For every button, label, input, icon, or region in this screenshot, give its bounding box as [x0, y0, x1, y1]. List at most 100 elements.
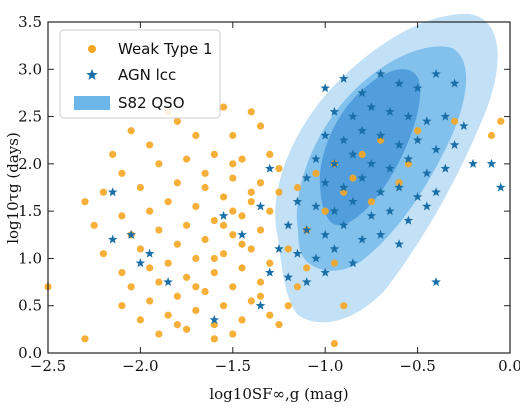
weak-type1-point: [256, 226, 265, 234]
agn-lcc-point: [357, 234, 367, 244]
weak-type1-point: [173, 117, 181, 125]
weak-type1-point: [183, 221, 191, 229]
weak-type1-point: [266, 311, 274, 319]
weak-type1-point: [201, 287, 209, 296]
weak-type1-point: [210, 335, 218, 343]
weak-type1-point: [340, 188, 348, 196]
series-weak-type1: [44, 103, 505, 348]
y-axis: 0.0 0.5 1.0 1.5 2.0 2.5 3.0 3.5: [18, 13, 510, 362]
weak-type1-point: [146, 297, 154, 305]
weak-type1-point: [90, 221, 98, 229]
weak-type1-point: [201, 235, 209, 244]
weak-type1-point: [146, 264, 154, 272]
y-tick-label: 1.5: [18, 202, 42, 220]
agn-lcc-point: [385, 106, 395, 116]
weak-type1-point: [136, 316, 144, 324]
weak-type1-point: [275, 321, 283, 329]
agn-lcc-point: [218, 210, 229, 220]
agn-lcc-point: [431, 69, 441, 79]
weak-type1-point: [256, 278, 265, 286]
agn-lcc-point: [320, 229, 330, 239]
legend-marker-weak-type1: [88, 45, 96, 53]
weak-type1-point: [164, 311, 172, 319]
agn-lcc-point: [265, 267, 275, 277]
agn-lcc-point: [329, 206, 340, 216]
weak-type1-point: [229, 283, 237, 291]
weak-type1-point: [210, 217, 218, 225]
weak-type1-point: [404, 160, 412, 168]
weak-type1-point: [229, 131, 237, 140]
agn-lcc-point: [320, 83, 330, 93]
agn-lcc-point: [375, 229, 386, 239]
agn-lcc-point: [431, 187, 441, 197]
weak-type1-point: [136, 183, 144, 192]
weak-type1-point: [155, 278, 163, 286]
agn-lcc-point: [412, 135, 423, 145]
weak-type1-point: [229, 330, 237, 338]
weak-type1-point: [81, 198, 89, 206]
legend-marker-agn-lcc: [86, 69, 98, 80]
agn-lcc-point: [403, 154, 414, 164]
weak-type1-point: [146, 141, 154, 149]
x-axis-label: log10SF∞,g (mag): [209, 385, 348, 403]
weak-type1-point: [377, 136, 385, 144]
weak-type1-point: [229, 174, 237, 182]
agn-lcc-point: [311, 201, 321, 211]
agn-lcc-point: [375, 69, 386, 79]
weak-type1-point: [247, 198, 255, 206]
agn-lcc-point: [274, 243, 284, 254]
weak-type1-point: [173, 321, 181, 329]
agn-lcc-point: [320, 130, 330, 140]
agn-lcc-point: [107, 187, 118, 197]
y-tick-label: 0.5: [18, 297, 42, 315]
y-tick-label: 3.5: [18, 13, 42, 31]
weak-type1-point: [173, 179, 181, 187]
weak-type1-point: [210, 269, 218, 277]
weak-type1-point: [192, 306, 200, 315]
weak-type1-point: [330, 259, 339, 267]
agn-lcc-point: [237, 229, 247, 239]
weak-type1-point: [497, 117, 505, 125]
agn-lcc-point: [329, 158, 340, 168]
agn-lcc-point: [496, 182, 506, 192]
weak-type1-point: [238, 240, 246, 248]
agn-lcc-point: [449, 139, 460, 149]
agn-lcc-point: [357, 173, 367, 183]
x-axis: −2.5 −2.0 −1.5 −1.0 −0.5 0.0: [30, 22, 520, 375]
weak-type1-point: [256, 292, 265, 300]
agn-lcc-point: [459, 121, 469, 131]
agn-lcc-point: [431, 144, 441, 154]
weak-type1-point: [266, 150, 274, 158]
y-tick-label: 0.0: [18, 344, 42, 362]
weak-type1-point: [367, 198, 375, 206]
agn-lcc-point: [163, 277, 173, 287]
weak-type1-point: [183, 155, 191, 163]
weak-type1-point: [238, 212, 246, 220]
agn-lcc-point: [385, 206, 395, 216]
weak-type1-point: [247, 297, 255, 305]
weak-type1-point: [349, 174, 357, 182]
agn-lcc-point: [320, 177, 330, 187]
weak-type1-point: [192, 283, 200, 291]
weak-type1-point: [219, 103, 228, 111]
x-tick-label: −2.0: [122, 357, 158, 375]
agn-lcc-point: [301, 277, 312, 287]
agn-lcc-point: [301, 173, 312, 183]
weak-type1-point: [229, 160, 237, 168]
agn-lcc-point: [422, 201, 432, 211]
weak-type1-point: [183, 325, 191, 333]
agn-lcc-point: [486, 158, 497, 168]
weak-type1-point: [247, 245, 255, 253]
weak-type1-point: [164, 198, 172, 206]
weak-type1-point: [210, 150, 218, 158]
legend-label-weak-type1: Weak Type 1: [118, 40, 213, 58]
weak-type1-point: [303, 264, 311, 272]
agn-lcc-point: [135, 258, 146, 268]
agn-lcc-point: [292, 248, 303, 258]
agn-lcc-point: [126, 229, 136, 239]
weak-type1-point: [229, 207, 237, 215]
agn-lcc-point: [292, 196, 303, 206]
weak-type1-point: [275, 188, 283, 196]
weak-type1-point: [284, 302, 292, 310]
